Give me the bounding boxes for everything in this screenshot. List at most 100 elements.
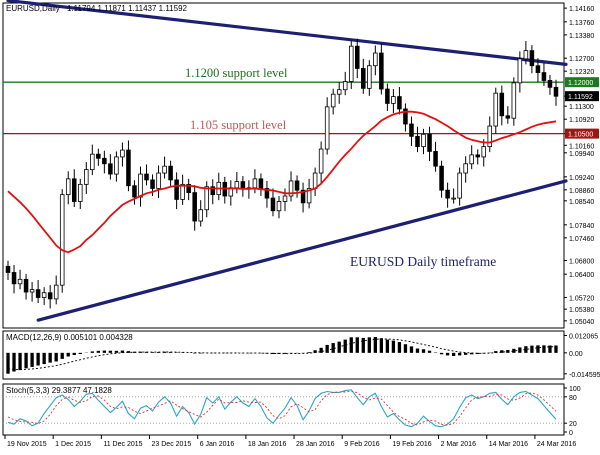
time-tick-label: 11 Dec 2015 (103, 441, 142, 448)
macd-signal-line (7, 338, 557, 370)
candle (282, 188, 288, 212)
candle (451, 188, 456, 204)
candle-body (511, 82, 517, 119)
candle-body (5, 265, 11, 273)
candle (433, 141, 438, 172)
candle-body (174, 179, 179, 200)
candle (120, 142, 125, 167)
candle-body (71, 178, 77, 202)
candle (463, 156, 468, 183)
time-tick-label: 19 Feb 2016 (392, 441, 431, 448)
candle (385, 83, 390, 111)
candle-body (457, 172, 462, 199)
candle-body (102, 157, 107, 165)
candle (469, 145, 474, 170)
candle-body (439, 165, 444, 191)
support-label-1120: 1.1200 support level (185, 66, 288, 80)
candle (367, 60, 372, 96)
candle (445, 182, 450, 208)
candle (487, 116, 493, 153)
time-tick-label: 28 Jan 2016 (296, 441, 335, 448)
candle-body (144, 173, 149, 181)
candle-body (132, 185, 137, 198)
stochastic-axis: 100 80 20 0 (564, 386, 581, 437)
candle-body (355, 45, 360, 69)
candles (5, 38, 559, 309)
stoch-tick-label: 0 (569, 430, 573, 437)
candle-body (234, 181, 240, 189)
candle-body (505, 115, 511, 119)
candle-body (529, 50, 535, 67)
candle-body (318, 148, 324, 174)
price-tick-label: 1.11300 (569, 104, 594, 111)
price-tick-label: 1.07460 (569, 236, 594, 243)
price-tick-label: 1.08860 (569, 188, 594, 195)
support-tag-1120-bg (565, 77, 599, 88)
candle-body (385, 88, 390, 104)
candle-body (553, 86, 559, 97)
candle (5, 260, 11, 281)
candle (108, 154, 113, 180)
candle-body (150, 179, 155, 189)
candle (138, 166, 143, 207)
candle (186, 178, 191, 201)
candle (41, 287, 47, 306)
last-price-tag: 1.11592 (568, 94, 593, 101)
candle-body (59, 194, 65, 286)
candle-body (517, 58, 523, 84)
candle (330, 88, 336, 115)
candle-body (475, 154, 480, 158)
candle-body (547, 80, 553, 88)
macd-panel: 0.012065 0.00 -0.014595 MACD(12,26,9) 0.00… (2, 330, 600, 380)
candle (300, 182, 306, 213)
candle-body (312, 172, 318, 189)
candle (439, 160, 444, 198)
candle (355, 38, 360, 79)
candle (342, 71, 348, 96)
candle-body (415, 135, 420, 148)
candle-body (348, 45, 354, 82)
trendline-support (36, 179, 568, 322)
candle-body (126, 149, 131, 187)
candle-body (433, 151, 438, 167)
candle-body (210, 186, 216, 196)
macd-axis: 0.012065 0.00 -0.014595 (564, 333, 600, 379)
macd-label: MACD(12,26,9) 0.005101 0.004328 (6, 333, 133, 342)
candle-body (391, 96, 396, 104)
candle (96, 148, 101, 166)
candle (318, 141, 324, 183)
candle-body (204, 186, 209, 211)
price-axis: 1.14160 1.13760 1.13380 1.12700 1.12320 1.115… (564, 6, 594, 326)
price-tick-label: 1.07840 (569, 223, 594, 230)
candle (264, 180, 270, 208)
candle (427, 126, 432, 162)
candle-body (409, 123, 414, 137)
price-panel: 1.14160 1.13760 1.13380 1.12700 1.12320 1.115… (2, 0, 599, 329)
candle (114, 151, 119, 182)
price-tick-label: 1.06400 (569, 272, 594, 279)
candle-body (78, 183, 83, 202)
support-levels (3, 81, 564, 135)
time-tick-label: 1 Dec 2015 (55, 441, 91, 448)
candle-body (499, 92, 505, 117)
candle (59, 189, 65, 293)
last-price-tag-bg (565, 91, 599, 102)
candle-body (342, 81, 348, 91)
candle (511, 77, 517, 126)
price-tick-label: 1.10160 (569, 143, 594, 150)
candle (162, 156, 167, 179)
candle (493, 87, 499, 134)
candle (475, 149, 480, 165)
macd-tick-label: -0.014595 (569, 372, 600, 379)
candle-body (427, 133, 432, 152)
candle (361, 58, 366, 94)
candle (397, 86, 402, 115)
candle (553, 79, 559, 106)
candle (102, 150, 107, 174)
candle (78, 178, 83, 210)
support-tag-1120: 1.12000 (568, 80, 593, 87)
stoch-main-line (7, 389, 557, 428)
support-tag-1105-bg (565, 128, 599, 139)
candle-body (252, 178, 258, 189)
